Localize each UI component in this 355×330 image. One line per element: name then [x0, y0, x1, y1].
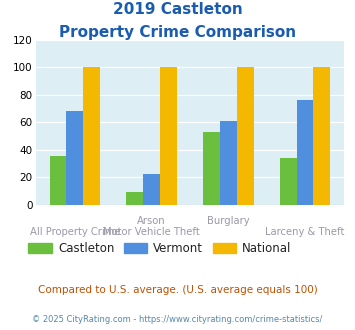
Bar: [296, 100, 313, 205]
Text: 2019 Castleton: 2019 Castleton: [113, 2, 242, 16]
Text: Motor Vehicle Theft: Motor Vehicle Theft: [103, 227, 200, 237]
Text: © 2025 CityRating.com - https://www.cityrating.com/crime-statistics/: © 2025 CityRating.com - https://www.city…: [32, 315, 323, 324]
Bar: [126, 192, 143, 205]
Bar: [160, 67, 177, 205]
Bar: [280, 158, 296, 205]
Bar: [203, 132, 220, 205]
Text: Larceny & Theft: Larceny & Theft: [265, 227, 345, 237]
Text: Burglary: Burglary: [207, 216, 250, 226]
Text: All Property Crime: All Property Crime: [29, 227, 120, 237]
Bar: [237, 67, 253, 205]
Bar: [220, 121, 237, 205]
Bar: [50, 156, 66, 205]
Text: Compared to U.S. average. (U.S. average equals 100): Compared to U.S. average. (U.S. average …: [38, 285, 317, 295]
Legend: Castleton, Vermont, National: Castleton, Vermont, National: [24, 237, 296, 260]
Text: Property Crime Comparison: Property Crime Comparison: [59, 25, 296, 40]
Bar: [313, 67, 330, 205]
Bar: [143, 174, 160, 205]
Bar: [66, 111, 83, 205]
Bar: [83, 67, 100, 205]
Text: Arson: Arson: [137, 216, 166, 226]
